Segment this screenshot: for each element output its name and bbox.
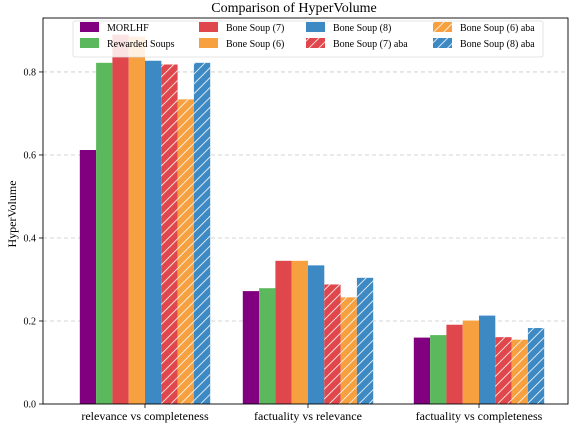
bar: [112, 34, 129, 405]
bar-fill: [446, 324, 463, 404]
bar: [145, 60, 162, 404]
bar: [291, 260, 308, 404]
bar-fill: [128, 36, 145, 404]
bar-hatch: [193, 62, 211, 404]
bar-hatch: [527, 328, 545, 404]
legend-label: Bone Soup (8) aba: [460, 39, 535, 50]
legend-swatch: [199, 22, 218, 32]
bar: [96, 62, 113, 404]
legend-swatch-hatch: [433, 22, 452, 32]
bar-hatch: [495, 337, 512, 404]
y-axis-label: HyperVolume: [5, 180, 19, 247]
bar: [340, 297, 357, 404]
bar: [161, 64, 178, 404]
bar: [242, 291, 260, 404]
legend-label: MORLHF: [107, 23, 149, 34]
legend-swatch: [80, 22, 99, 32]
bar: [430, 335, 447, 404]
bar: [527, 328, 545, 404]
bar: [479, 315, 496, 404]
bar: [308, 265, 325, 404]
bar-fill: [96, 62, 113, 404]
legend-label: Bone Soup (7) aba: [333, 39, 408, 50]
x-tick-label: factuality vs completeness: [416, 409, 543, 423]
bar: [446, 324, 463, 404]
legend-swatch-hatch: [306, 38, 325, 48]
bar: [193, 62, 211, 404]
bar-fill: [479, 315, 496, 404]
legend-swatch: [199, 38, 218, 48]
bar-hatch: [340, 297, 357, 404]
bar-fill: [112, 34, 129, 405]
y-tick-label: 0.4: [24, 233, 37, 244]
bar-fill: [259, 288, 276, 404]
legend-item: Bone Soup (6): [199, 38, 284, 50]
y-tick-label: 0.8: [24, 67, 37, 78]
bar-fill: [430, 335, 447, 404]
bar: [356, 277, 374, 404]
bar: [259, 288, 276, 404]
legend-label: Bone Soup (7): [226, 23, 284, 34]
legend-item: Bone Soup (6) aba: [433, 22, 535, 34]
bar-fill: [275, 260, 292, 404]
bar: [413, 337, 431, 404]
bar-hatch: [324, 284, 341, 404]
bar: [128, 36, 145, 404]
x-tick-label: relevance vs completeness: [81, 409, 209, 423]
x-tick-label: factuality vs relevance: [254, 409, 362, 423]
chart-title: Comparison of HyperVolume: [211, 1, 376, 16]
bar: [177, 99, 194, 405]
bar-hatch: [177, 99, 194, 405]
bar-hatch: [356, 277, 374, 404]
legend-item: MORLHF: [80, 22, 149, 34]
y-tick-label: 0.0: [24, 400, 37, 411]
bar: [495, 337, 512, 404]
bar: [462, 320, 479, 404]
legend-item: Bone Soup (7) aba: [306, 38, 408, 50]
bar-fill: [462, 320, 479, 404]
bar-hatch: [511, 339, 528, 404]
legend-swatch-hatch: [433, 38, 452, 48]
bar: [511, 339, 528, 404]
bar: [275, 260, 292, 404]
bar-fill: [308, 265, 325, 404]
legend-item: Bone Soup (7): [199, 22, 284, 34]
bar-fill: [413, 337, 431, 404]
legend-item: Bone Soup (8) aba: [433, 38, 535, 50]
y-tick-label: 0.6: [24, 150, 37, 161]
bar-fill: [291, 260, 308, 404]
bar-fill: [242, 291, 260, 404]
legend-label: Bone Soup (6): [226, 39, 284, 50]
y-tick-label: 0.2: [24, 316, 37, 327]
bar-fill: [145, 60, 162, 404]
plot-frame: [42, 17, 569, 405]
bar: [79, 149, 97, 404]
legend-item: Bone Soup (8): [306, 22, 391, 34]
legend-swatch: [80, 38, 99, 48]
bar-hatch: [161, 64, 178, 404]
bar: [324, 284, 341, 404]
bar-fill: [79, 149, 97, 404]
legend-label: Rewarded Soups: [107, 39, 175, 50]
legend-label: Bone Soup (6) aba: [460, 23, 535, 34]
legend-item: Rewarded Soups: [80, 38, 175, 50]
legend-label: Bone Soup (8): [333, 23, 391, 34]
legend-swatch: [306, 22, 325, 32]
